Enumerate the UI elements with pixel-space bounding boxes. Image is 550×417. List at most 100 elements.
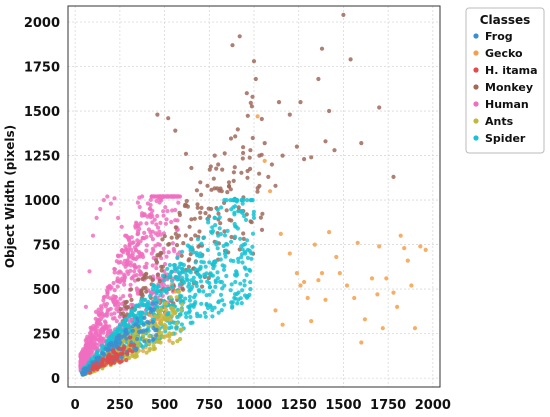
point-spider xyxy=(147,293,153,299)
point-human xyxy=(95,319,100,325)
point-spider xyxy=(165,266,170,271)
point-gecko xyxy=(377,244,382,249)
point-ants xyxy=(154,323,159,328)
point-monkey xyxy=(231,170,236,175)
point-monkey xyxy=(247,155,252,160)
point-monkey xyxy=(249,104,254,109)
point-monkey xyxy=(255,186,260,191)
point-monkey xyxy=(245,113,250,118)
point-monkey xyxy=(227,217,232,222)
point-spider xyxy=(204,301,209,307)
point-monkey xyxy=(228,136,234,141)
point-h-itama xyxy=(87,370,93,375)
point-spider xyxy=(245,255,250,260)
point-spider xyxy=(243,266,248,271)
point-monkey xyxy=(294,144,299,149)
y-tick-labels: 0 250 500 750 1000 1250 1500 1750 2000 xyxy=(24,16,60,387)
point-human xyxy=(150,229,155,234)
point-spider xyxy=(250,231,256,236)
legend-marker xyxy=(473,33,479,39)
point-human xyxy=(155,213,160,219)
point-ants xyxy=(147,334,152,339)
point-h-itama xyxy=(98,363,103,368)
point-monkey xyxy=(276,100,282,105)
point-human xyxy=(170,241,175,246)
legend-item-gecko: Gecko xyxy=(473,47,523,60)
point-human xyxy=(112,270,117,275)
point-spider xyxy=(220,286,225,291)
point-spider xyxy=(175,314,180,320)
point-monkey xyxy=(206,206,211,211)
point-spider xyxy=(193,267,198,272)
point-spider xyxy=(204,271,209,276)
point-spider xyxy=(199,259,204,264)
point-h-itama xyxy=(94,360,99,365)
point-spider xyxy=(213,284,218,289)
point-monkey xyxy=(181,241,186,246)
point-monkey xyxy=(198,215,203,220)
point-human xyxy=(163,205,168,210)
point-spider xyxy=(187,281,192,286)
point-monkey xyxy=(250,135,255,141)
point-spider xyxy=(207,260,212,265)
point-monkey xyxy=(197,229,202,234)
point-spider xyxy=(250,244,255,249)
point-ants xyxy=(159,307,164,312)
point-spider xyxy=(213,223,218,228)
point-spider xyxy=(211,266,216,271)
point-human xyxy=(106,307,111,312)
point-monkey xyxy=(166,116,171,121)
point-monkey xyxy=(241,236,246,241)
point-human xyxy=(152,217,157,222)
point-h-itama xyxy=(113,351,118,356)
point-monkey xyxy=(253,76,258,82)
point-ants xyxy=(174,295,179,300)
point-spider xyxy=(188,268,193,273)
point-frog xyxy=(114,340,119,345)
point-spider xyxy=(243,217,249,222)
point-monkey xyxy=(199,205,204,210)
point-spider xyxy=(180,267,185,272)
point-frog xyxy=(154,333,159,338)
point-frog xyxy=(147,338,152,343)
point-spider xyxy=(236,256,241,261)
point-human xyxy=(104,301,110,306)
point-human xyxy=(83,343,88,348)
point-monkey xyxy=(245,175,250,180)
point-monkey xyxy=(222,229,227,234)
point-spider xyxy=(180,249,185,254)
point-human xyxy=(127,242,132,247)
point-spider xyxy=(245,238,250,243)
point-spider xyxy=(215,246,220,251)
point-gecko xyxy=(352,295,357,301)
point-spider xyxy=(144,307,150,312)
point-frog xyxy=(154,301,159,306)
point-monkey xyxy=(255,189,260,194)
legend-item-frog: Frog xyxy=(473,30,513,43)
point-spider xyxy=(198,274,203,279)
point-spider xyxy=(202,310,207,315)
point-spider xyxy=(184,314,189,320)
point-human xyxy=(121,294,126,299)
point-spider xyxy=(218,232,223,237)
point-spider xyxy=(177,282,183,287)
point-ants xyxy=(170,313,175,318)
point-monkey xyxy=(248,148,253,153)
x-tick-label: 750 xyxy=(196,398,223,413)
point-monkey xyxy=(348,57,353,62)
point-human xyxy=(125,269,130,274)
point-monkey xyxy=(182,203,187,209)
point-gecko xyxy=(278,231,283,236)
point-spider xyxy=(126,323,131,328)
point-gecko xyxy=(287,251,292,256)
point-human xyxy=(92,340,97,345)
point-monkey xyxy=(180,287,186,292)
legend-items: Frog Gecko H. itama Monkey Human Ants Spider xyxy=(473,30,538,145)
point-ants xyxy=(164,316,169,321)
point-monkey xyxy=(233,134,238,139)
point-spider xyxy=(229,300,234,305)
point-spider xyxy=(165,286,171,291)
legend-marker xyxy=(473,118,479,124)
point-monkey xyxy=(259,227,265,232)
point-human xyxy=(98,317,103,322)
